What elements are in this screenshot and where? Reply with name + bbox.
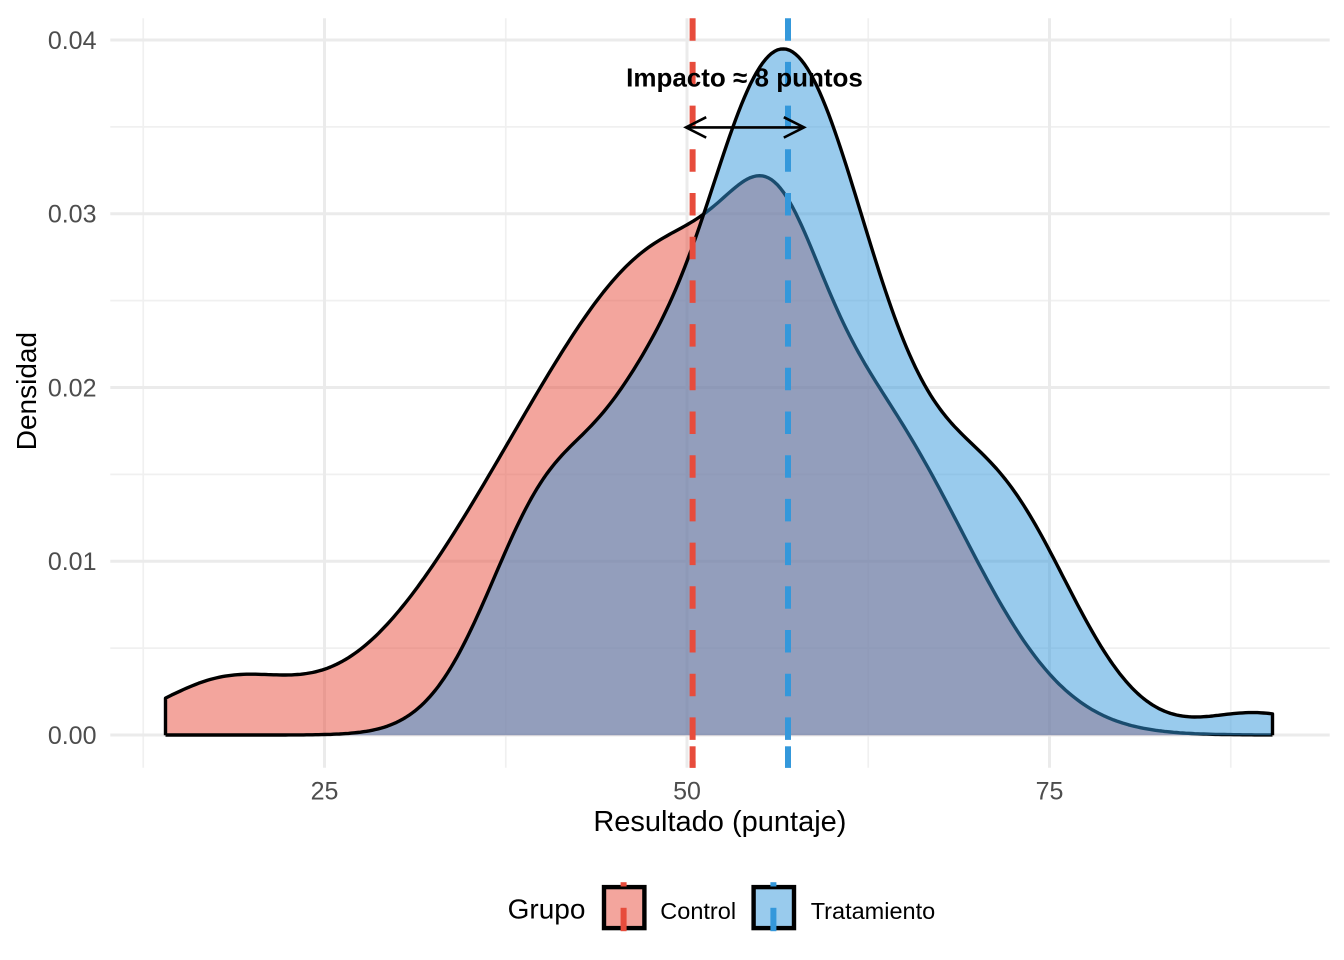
svg-text:Resultado (puntaje): Resultado (puntaje)	[593, 806, 846, 838]
svg-text:Densidad: Densidad	[11, 332, 42, 450]
svg-text:25: 25	[311, 778, 339, 806]
svg-text:0.01: 0.01	[48, 548, 97, 576]
svg-text:Grupo: Grupo	[508, 893, 586, 924]
svg-text:Impacto ≈ 8 puntos: Impacto ≈ 8 puntos	[626, 62, 863, 92]
svg-text:75: 75	[1036, 778, 1064, 806]
svg-text:Control: Control	[660, 898, 736, 924]
svg-text:0.03: 0.03	[48, 201, 97, 229]
svg-text:Tratamiento: Tratamiento	[811, 898, 936, 924]
svg-text:0.02: 0.02	[48, 374, 97, 402]
svg-text:50: 50	[673, 778, 701, 806]
svg-text:0.04: 0.04	[48, 27, 97, 55]
svg-text:0.00: 0.00	[48, 722, 97, 750]
